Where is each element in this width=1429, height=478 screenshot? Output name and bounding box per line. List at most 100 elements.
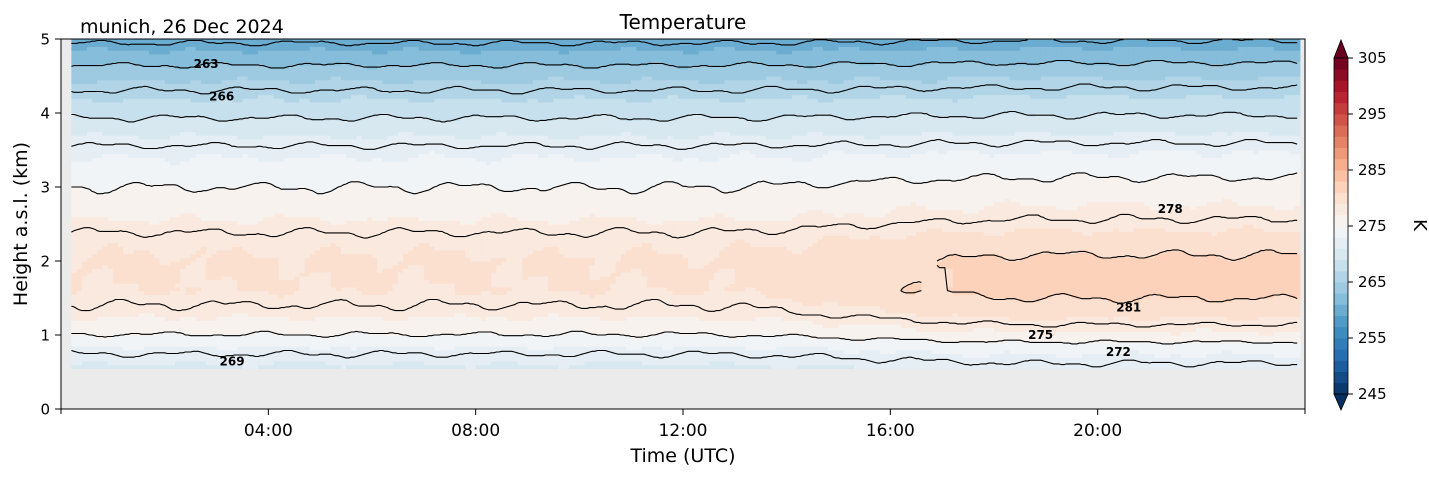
heatmap-cell [263,283,269,288]
heatmap-cell [133,79,140,84]
heatmap-cell [221,164,228,170]
heatmap-cell [309,109,316,114]
heatmap-cell [149,349,155,355]
heatmap-cell [304,301,311,306]
heatmap-cell [252,68,259,73]
heatmap-cell [159,94,166,99]
heatmap-cell [216,349,223,355]
heatmap-cell [159,72,166,77]
heatmap-cell [232,72,238,77]
heatmap-cell [195,360,202,366]
heatmap-cell [330,305,337,310]
heatmap-cell [278,364,285,369]
heatmap-cell [221,131,228,136]
heatmap-cell [169,309,176,314]
heatmap-cell [242,76,249,81]
heatmap-cell [320,98,326,103]
heatmap-cell [133,109,140,114]
heatmap-cell [356,72,363,77]
heatmap-cell [138,227,145,232]
heatmap-cell [221,190,228,195]
heatmap-cell [154,346,161,351]
heatmap-cell [340,183,347,188]
heatmap-cell [283,238,290,244]
heatmap-cell [86,157,93,162]
heatmap-cell [102,124,109,129]
heatmap-cell [289,64,295,70]
heatmap-cell [320,42,326,47]
heatmap-cell [175,53,181,59]
heatmap-cell [330,39,337,44]
heatmap-cell [268,316,275,321]
heatmap-cell [81,101,88,107]
heatmap-cell [346,50,352,55]
heatmap-cell [268,257,275,262]
heatmap-cell [164,294,171,299]
heatmap-cell [128,113,135,118]
heatmap-cell [247,64,254,70]
heatmap-cell [325,194,332,199]
heatmap-cell [195,101,202,107]
heatmap-cell [92,286,98,292]
heatmap-cell [180,320,186,325]
heatmap-cell [128,286,135,292]
heatmap-cell [273,220,280,225]
heatmap-cell [206,279,212,284]
heatmap-cell [335,161,342,166]
heatmap-cell [159,253,166,258]
heatmap-cell [175,164,181,170]
heatmap-cell [346,205,352,210]
heatmap-cell [304,264,311,269]
heatmap-cell [247,116,254,121]
heatmap-cell [92,168,98,173]
heatmap-cell [175,364,181,369]
heatmap-cell [149,172,155,177]
heatmap-cell [185,364,192,369]
heatmap-cell [123,98,129,103]
heatmap-cell [226,124,233,129]
heatmap-cell [273,242,280,247]
heatmap-cell [314,175,321,181]
heatmap-cell [118,331,124,336]
heatmap-cell [92,142,98,147]
heatmap-cell [283,157,290,162]
heatmap-cell [200,249,207,255]
heatmap-cell [102,364,109,369]
heatmap-cell [268,187,275,192]
heatmap-cell [278,98,285,103]
heatmap-cell [71,290,78,295]
heatmap-cell [273,168,280,173]
heatmap-cell [206,142,212,147]
heatmap-cell [237,253,244,258]
heatmap-cell [86,105,93,110]
heatmap-cell [283,335,290,340]
heatmap-cell [314,190,321,195]
heatmap-cell [314,342,321,347]
heatmap-cell [133,120,140,125]
heatmap-cell [169,198,176,203]
heatmap-cell [76,150,83,155]
heatmap-cell [232,283,238,288]
heatmap-cell [123,268,129,273]
heatmap-cell [169,190,176,195]
heatmap-cell [273,298,280,303]
heatmap-cell [273,316,280,321]
heatmap-cell [97,64,104,70]
heatmap-cell [257,120,264,125]
heatmap-cell [325,231,332,236]
heatmap-cell [190,53,197,59]
heatmap-cell [102,224,109,229]
heatmap-cell [299,187,306,192]
heatmap-cell [216,168,223,173]
heatmap-cell [232,342,238,347]
heatmap-cell [92,301,98,306]
heatmap-cell [169,116,176,121]
heatmap-cell [283,42,290,47]
heatmap-cell [226,209,233,214]
heatmap-cell [294,275,301,281]
heatmap-cell [252,135,259,140]
heatmap-cell [216,42,223,47]
heatmap-cell [330,61,337,66]
heatmap-cell [335,168,342,173]
heatmap-cell [97,323,104,329]
